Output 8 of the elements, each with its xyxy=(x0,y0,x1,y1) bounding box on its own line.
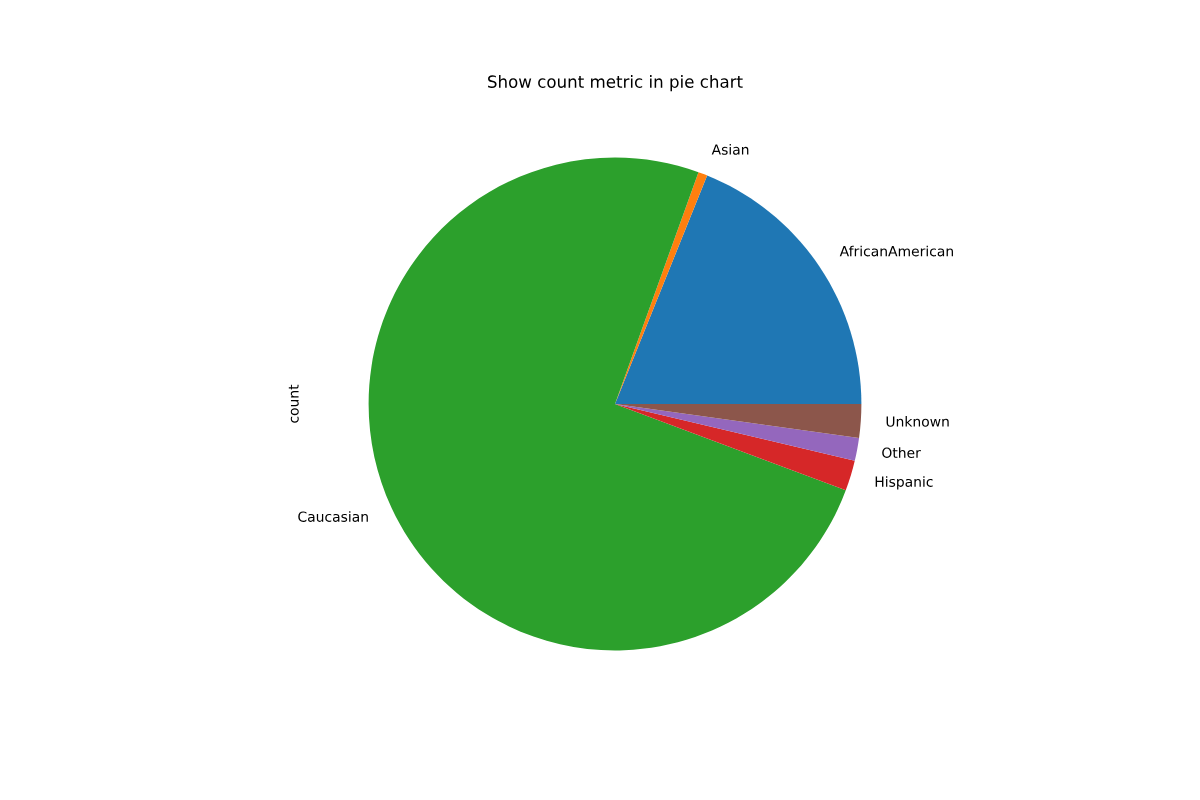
slice-label: Asian xyxy=(711,144,749,155)
slice-label: Unknown xyxy=(886,416,949,427)
slice-label: Caucasian xyxy=(298,511,368,522)
slice-label: AfricanAmerican xyxy=(839,245,953,257)
slice-label: Hispanic xyxy=(875,476,933,490)
text: count xyxy=(288,384,299,423)
slice-label: Other xyxy=(882,447,921,458)
chart-title: Show count metric in pie chart xyxy=(488,75,743,92)
